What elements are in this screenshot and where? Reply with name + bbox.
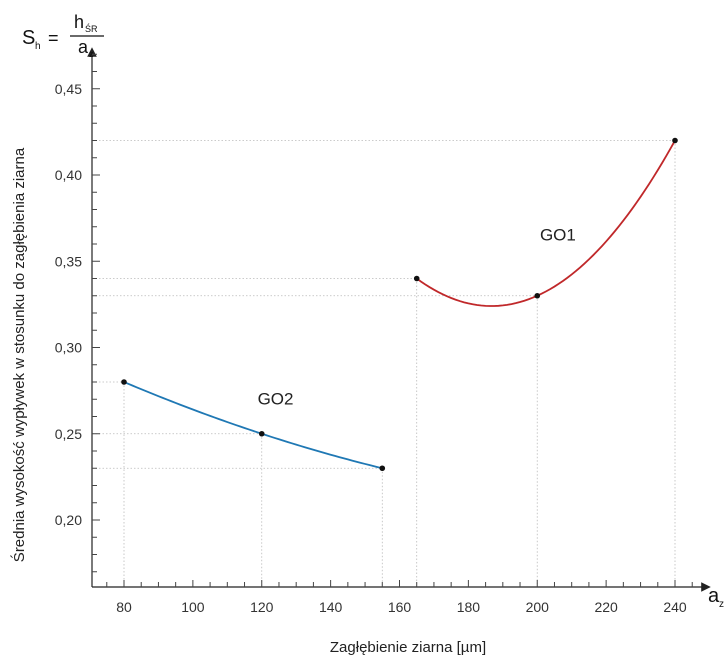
x-axis-title: Zagłębienie ziarna [µm]: [330, 639, 486, 656]
axes: 80 100 120 140 160 180 200 220 240 0,20 0,25 0,30 0,…: [55, 47, 711, 615]
y-tick-label: 0,35: [55, 253, 82, 269]
y-tick-label: 0,20: [55, 512, 82, 528]
x-tick-label: 140: [319, 599, 343, 615]
y-tick-label: 0,45: [55, 81, 82, 97]
data-point: [413, 275, 420, 282]
guide-lines: [92, 140, 676, 587]
x-tick-label: 80: [116, 599, 132, 615]
x-tick-label: 200: [526, 599, 550, 615]
formula-equals: =: [48, 28, 59, 48]
series-line-go2: [123, 381, 383, 470]
x-tick-label: 160: [388, 599, 412, 615]
series-label-go1: GO1: [540, 226, 576, 245]
x-tick-label: 240: [663, 599, 687, 615]
series-label-go2: GO2: [258, 389, 294, 408]
formula-numerator-sub: ŚR: [85, 23, 98, 34]
y-tick-label: 0,30: [55, 340, 82, 356]
formula: S h = h ŚR a z: [22, 12, 104, 59]
x-axis-symbol: a z: [708, 585, 724, 610]
y-tick-label: 0,40: [55, 167, 82, 183]
series-group: GO2 GO1: [121, 137, 678, 472]
data-point: [672, 137, 678, 144]
data-point: [379, 465, 386, 472]
x-tick-label: 220: [594, 599, 618, 615]
series-line-go1: [416, 140, 676, 307]
formula-numerator: h: [74, 12, 84, 32]
x-tick-label: 180: [457, 599, 481, 615]
formula-denominator: a: [78, 37, 89, 57]
formula-lhs-sub: h: [35, 41, 41, 52]
formula-denominator-sub: z: [89, 49, 94, 59]
x-axis-symbol-main: a: [708, 585, 720, 607]
y-tick-label: 0,25: [55, 426, 82, 442]
x-axis-symbol-sub: z: [719, 599, 724, 610]
y-axis-title: Średnia wysokość wypływek w stosunku do …: [10, 147, 28, 562]
data-point: [121, 379, 127, 385]
data-point: [534, 292, 541, 299]
data-point: [258, 430, 265, 437]
formula-lhs: S: [22, 27, 35, 49]
x-tick-label: 100: [181, 599, 205, 615]
x-tick-label: 120: [250, 599, 274, 615]
